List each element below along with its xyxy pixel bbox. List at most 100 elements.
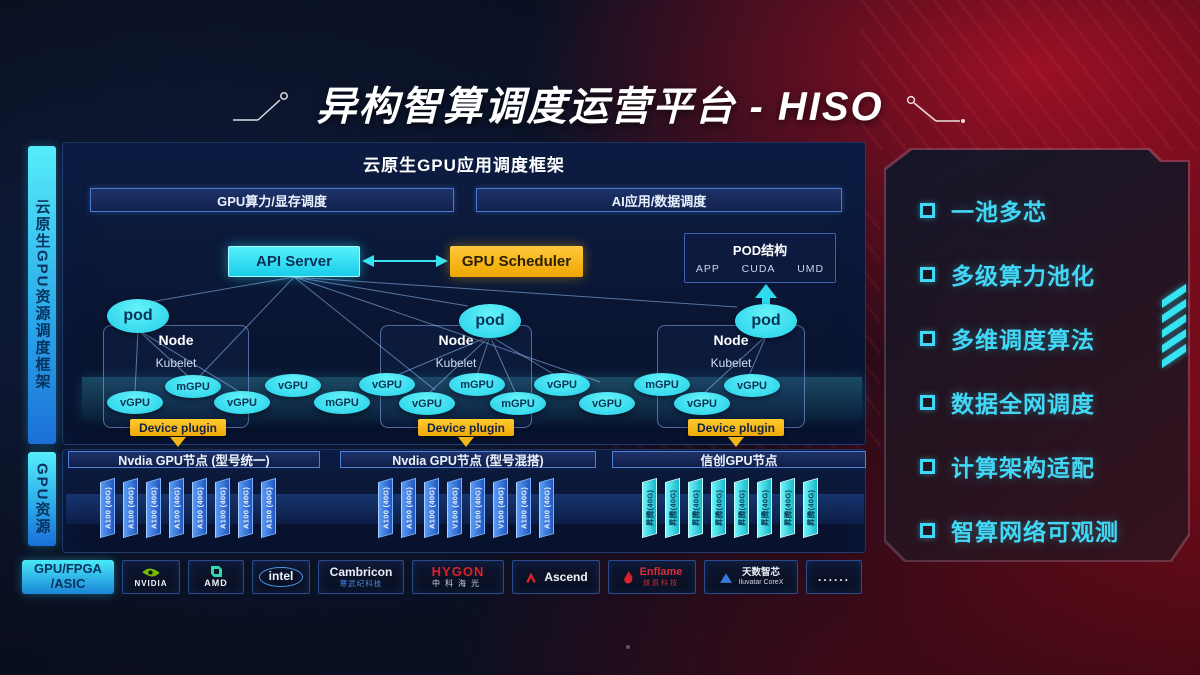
amd-logo-icon (210, 566, 222, 578)
gpu-ellipse: mGPU (165, 375, 221, 398)
gpu-card-label: V100 (40G) (496, 487, 505, 529)
pod-structure-title: POD结构 (732, 243, 788, 258)
gpu-card: 昇腾(40G) (734, 477, 749, 539)
vendor-tile-enflame: Enflame 燧原科技 (608, 560, 696, 594)
device-plugin-box: Device plugin (688, 419, 784, 436)
features-panel: 一池多芯 多级算力池化 多维调度算法 数据全网调度 计算架构适配 智算网络可观测 (884, 148, 1190, 562)
gpu-card: A100 (40G) (192, 477, 207, 539)
gpu-ellipse: vGPU (214, 391, 270, 414)
vendor-row: GPU/FPGA /ASIC NVIDIA AMD intel (22, 560, 862, 594)
gpu-card: A100 (40G) (169, 477, 184, 539)
vendor-name: 天数智芯 (741, 566, 780, 578)
node-title: Node (158, 332, 194, 348)
vendor-name: ...... (817, 570, 850, 584)
gpu-card-label: A100 (40G) (149, 486, 158, 530)
vendor-tile-more: ...... (806, 560, 862, 594)
feature-label: 智算网络可观测 (951, 519, 1119, 545)
feature-item: 一池多芯 (920, 194, 1047, 226)
gpu-ellipse: mGPU (314, 391, 370, 414)
vendor-name: Cambricon (329, 565, 393, 580)
gpu-ellipse: vGPU (399, 392, 455, 415)
vendor-tile-iluvatar: 天数智芯 Iluvatar CoreX (704, 560, 798, 594)
square-bullet-icon (920, 523, 935, 538)
page-title: 异构智算调度运营平台 - HISO (316, 85, 884, 129)
gpu-card-label: 昇腾(40G) (806, 489, 815, 527)
gpu-card-label: A100 (40G) (519, 486, 528, 530)
sidebar-framework-label: 云原生GPU资源调度框架 (28, 146, 56, 444)
gpu-group-label-uniform: Nvdia GPU节点 (型号统一) (68, 451, 320, 468)
pod-ellipse: pod (735, 304, 797, 338)
kubelet-label: Kubelet (155, 356, 197, 370)
gpu-card: A100 (40G) (424, 477, 439, 539)
square-bullet-icon (920, 267, 935, 282)
gpu-card: A100 (40G) (516, 477, 531, 539)
feature-item: 智算网络可观测 (920, 514, 1119, 546)
vendor-name: intel (268, 569, 294, 583)
pod-ellipse: pod (459, 304, 521, 338)
vendor-name: NVIDIA (134, 578, 168, 588)
intel-logo-icon: intel (258, 567, 304, 587)
vendor-subtitle: 燧原科技 (642, 579, 679, 587)
gpu-card-label: A100 (40G) (381, 486, 390, 530)
gpu-card: V100 (40G) (470, 477, 485, 539)
down-arrow-icon (458, 437, 474, 447)
ascend-logo-icon (526, 572, 537, 582)
kubelet-label: Kubelet (435, 356, 477, 370)
gpu-card-label: V100 (40G) (473, 487, 482, 529)
vendor-tile-amd: AMD (188, 560, 244, 594)
gpu-card: 昇腾(40G) (642, 477, 657, 539)
framework-header: 云原生GPU应用调度框架 (363, 156, 565, 175)
gpu-scheduler-box: GPU Scheduler (450, 246, 583, 277)
gpu-card: A100 (40G) (238, 477, 253, 539)
gpu-card-label: A100 (40G) (195, 486, 204, 530)
vendor-name: Enflame (639, 566, 683, 579)
gpu-ellipse: vGPU (265, 374, 321, 397)
gpu-ellipse: vGPU (534, 373, 590, 396)
device-plugin-box: Device plugin (418, 419, 514, 436)
gpu-ellipse: vGPU (724, 374, 780, 397)
gpu-card-label: 昇腾(40G) (691, 489, 700, 527)
vendor-tile-intel: intel (252, 560, 310, 594)
gpu-card-label: A100 (40G) (172, 486, 181, 530)
vendor-category-line1: GPU/FPGA (34, 561, 102, 577)
square-bullet-icon (920, 203, 935, 218)
gpu-card: V100 (40G) (493, 477, 508, 539)
gpu-card-label: A100 (40G) (126, 486, 135, 530)
gpu-card: A100 (40G) (146, 477, 161, 539)
gpu-ellipse: mGPU (634, 373, 690, 396)
vendor-subtitle: 中科海光 (431, 579, 484, 589)
gpu-card-label: A100 (40G) (103, 486, 112, 530)
vendor-tile-hygon: HYGON 中科海光 (412, 560, 504, 594)
gpu-card: 昇腾(40G) (803, 477, 818, 539)
gpu-group-label-xinchuang: 信创GPU节点 (612, 451, 866, 468)
gpu-card: A100 (40G) (401, 477, 416, 539)
gpu-card: 昇腾(40G) (780, 477, 795, 539)
square-bullet-icon (920, 395, 935, 410)
features-panel-inner (886, 150, 1188, 560)
vendor-category-line2: /ASIC (50, 576, 86, 591)
gpu-card: V100 (40G) (447, 477, 462, 539)
feature-label: 多维调度算法 (951, 327, 1095, 353)
feature-item: 数据全网调度 (920, 386, 1095, 418)
gpu-card-label: A100 (40G) (241, 486, 250, 530)
gpu-ellipse: mGPU (449, 373, 505, 396)
hazard-stripes-decoration (1162, 283, 1186, 369)
pod-ellipse: pod (107, 299, 169, 333)
kubelet-label: Kubelet (710, 356, 752, 370)
down-arrow-icon (728, 437, 744, 447)
feature-label: 数据全网调度 (951, 391, 1095, 417)
gpu-card-label: A100 (40G) (427, 486, 436, 530)
pod-structure-item: APP (695, 263, 720, 275)
gpu-ellipse: mGPU (490, 392, 546, 415)
square-bullet-icon (920, 459, 935, 474)
gpu-card: A100 (40G) (100, 477, 115, 539)
gpu-card: 昇腾(40G) (688, 477, 703, 539)
square-bullet-icon (920, 331, 935, 346)
vendor-category-box: GPU/FPGA /ASIC (22, 560, 114, 594)
feature-label: 一池多芯 (951, 199, 1047, 225)
gpu-card-label: V100 (40G) (450, 487, 459, 529)
gpu-card-label: A100 (40G) (542, 486, 551, 530)
gpu-ellipse: vGPU (579, 392, 635, 415)
gpu-card: 昇腾(40G) (757, 477, 772, 539)
